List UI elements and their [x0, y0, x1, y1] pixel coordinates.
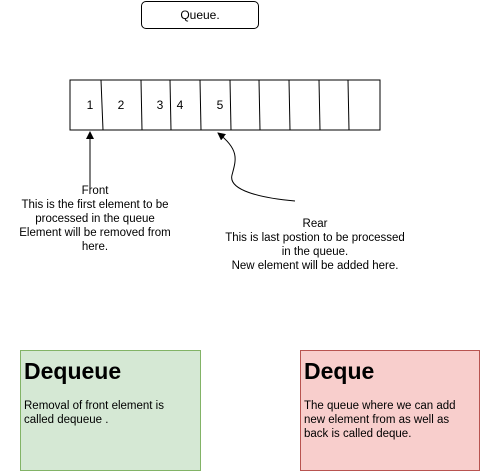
dequeue-card: Dequeue Removal of front element is call… [20, 350, 201, 471]
front-line: Element will be removed from [19, 227, 171, 239]
front-line: here. [81, 241, 109, 253]
front-line: processed in the queue [35, 213, 155, 225]
queue-divider [318, 79, 321, 131]
front-heading: Front [81, 185, 109, 197]
front-label: Front This is the first element to be pr… [6, 184, 184, 254]
dequeue-description: Removal of front element is called deque… [24, 400, 164, 426]
queue-divider [199, 79, 202, 131]
dequeue-heading: Dequeue [24, 358, 122, 384]
queue-cell-2: 2 [118, 98, 125, 112]
queue-cell-3: 3 [157, 98, 164, 112]
rear-arrow [217, 132, 296, 202]
rear-heading: Rear [302, 218, 328, 230]
deque-description: The queue where we can add new element f… [304, 400, 456, 440]
rear-label: Rear This is last postion to be processe… [205, 217, 425, 273]
queue-cell-4: 4 [177, 98, 184, 112]
front-line: This is the first element to be [21, 199, 169, 211]
queue-title-text: Queue. [180, 8, 220, 22]
rear-line: in the queue. [281, 246, 349, 258]
queue-container [69, 79, 381, 131]
queue-divider [288, 79, 291, 131]
rear-line: New element will be added here. [231, 260, 399, 272]
queue-divider [258, 79, 261, 131]
queue-title: Queue. [141, 1, 259, 29]
deque-heading: Deque [304, 358, 375, 384]
queue-divider [100, 79, 104, 131]
queue-divider [169, 79, 172, 131]
queue-dividers [100, 79, 350, 131]
queue-cell-1: 1 [87, 98, 94, 112]
queue-divider [347, 79, 350, 131]
queue-divider [140, 79, 143, 131]
queue-divider [229, 79, 232, 131]
rear-line: This is last postion to be processed [225, 232, 405, 244]
deque-card: Deque The queue where we can add new ele… [300, 350, 480, 471]
queue-cell-5: 5 [217, 98, 224, 112]
